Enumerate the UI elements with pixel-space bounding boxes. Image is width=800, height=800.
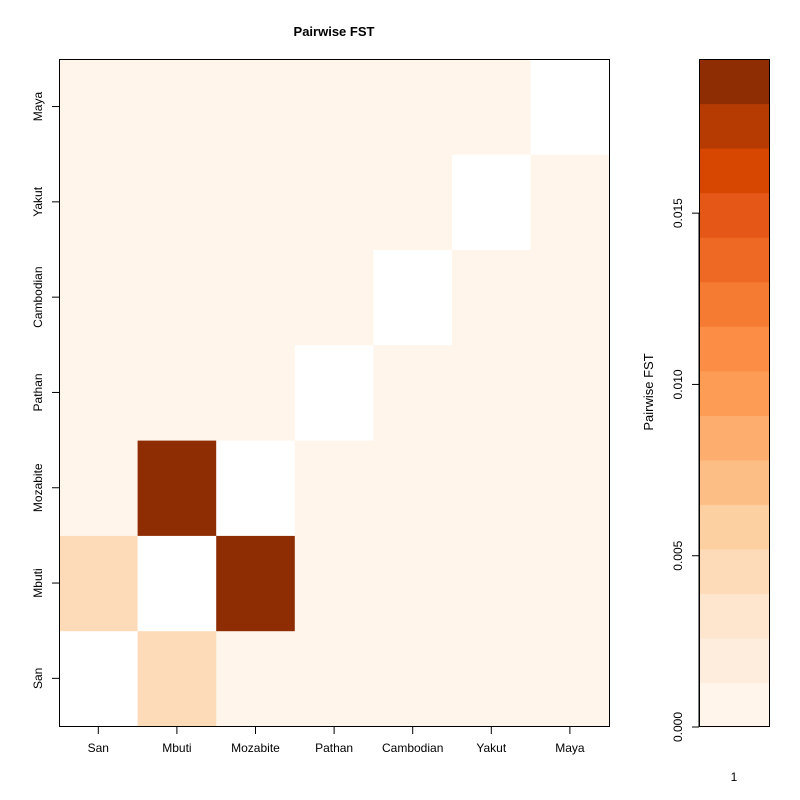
legend-bottom-label: 1 [731,770,738,784]
y-tick-label-pathan: Pathan [31,373,45,411]
legend-color-step [699,682,770,728]
heatmap-cell-maya-yakut [530,154,610,250]
heatmap-cell-maya-maya [530,58,610,155]
heatmap-cell-pathan-pathan [294,344,374,441]
legend-color-step [699,459,770,505]
legend-color-step [699,326,770,372]
legend-color-step [699,103,770,149]
heatmap-cell-maya-san [530,630,610,727]
legend-color-step [699,548,770,594]
x-tick-label-mozabite: Mozabite [231,741,280,755]
heatmap-cell-maya-cambodian [530,249,610,346]
y-tick-label-mozabite: Mozabite [31,463,45,512]
heatmap-cells [59,58,610,727]
heatmap-cell-mbuti-cambodian [137,249,217,346]
heatmap-cell-yakut-pathan [452,344,532,441]
x-tick-label-pathan: Pathan [315,741,353,755]
legend-axis: 0.000 0.005 0.010 0.015 [671,198,700,742]
heatmap-cell-pathan-cambodian [294,249,374,346]
heatmap-cell-mbuti-pathan [137,344,217,441]
heatmap-cell-pathan-san [294,630,374,727]
legend-axis-title: Pairwise FST [641,353,656,430]
legend-color-step [699,281,770,327]
legend-color-step [699,59,770,105]
legend-tick-label: 0.010 [671,369,685,399]
heatmap-cell-maya-mbuti [530,535,610,632]
heatmap-cell-san-pathan [59,344,139,441]
heatmap-cell-cambodian-yakut [373,154,453,250]
heatmap-cell-yakut-mozabite [452,440,532,536]
x-tick-label-san: San [88,741,109,755]
heatmap-cell-pathan-maya [294,58,374,155]
x-tick-label-yakut: Yakut [476,741,506,755]
heatmap-cell-yakut-cambodian [452,249,532,346]
heatmap-cell-san-mbuti [59,535,139,632]
heatmap-frame [59,59,610,727]
legend-tick-label: 0.005 [671,540,685,570]
heatmap-cell-cambodian-san [373,630,453,727]
heatmap-cell-mozabite-pathan [216,344,296,441]
legend-color-step [699,148,770,194]
heatmap-cell-mozabite-yakut [216,154,296,250]
y-tick-label-cambodian: Cambodian [31,266,45,327]
color-scale-legend [699,59,770,728]
heatmap-cell-mozabite-cambodian [216,249,296,346]
legend-color-step [699,593,770,639]
heatmap-cell-mbuti-yakut [137,154,217,250]
heatmap-cell-san-yakut [59,154,139,250]
legend-tick-label: 0.015 [671,198,685,228]
heatmap-cell-yakut-mbuti [452,535,532,632]
y-tick-label-maya: Maya [31,92,45,122]
heatmap-cell-yakut-yakut [452,154,532,250]
heatmap-cell-cambodian-cambodian [373,249,453,346]
heatmap-cell-cambodian-mbuti [373,535,453,632]
y-tick-label-san: San [31,668,45,689]
heatmap-cell-maya-mozabite [530,440,610,536]
heatmap-cell-san-maya [59,58,139,155]
heatmap-cell-yakut-san [452,630,532,727]
heatmap-cell-cambodian-maya [373,58,453,155]
legend-color-step [699,504,770,550]
legend-color-step [699,370,770,416]
legend-color-step [699,237,770,283]
heatmap-cell-mozabite-mbuti [216,535,296,632]
heatmap-cell-cambodian-mozabite [373,440,453,536]
legend-color-step [699,415,770,461]
heatmap-cell-mbuti-maya [137,58,217,155]
x-tick-label-cambodian: Cambodian [382,741,443,755]
heatmap-cell-maya-pathan [530,344,610,441]
heatmap-cell-san-san [59,630,139,727]
legend-color-step [699,192,770,238]
heatmap-cell-pathan-mbuti [294,535,374,632]
heatmap-cell-san-cambodian [59,249,139,346]
y-axis: San Mbuti Mozabite Pathan Cambodian Yakut Maya [31,92,59,689]
heatmap-cell-san-mozabite [59,440,139,536]
heatmap-cell-yakut-maya [452,58,532,155]
y-tick-label-yakut: Yakut [31,186,45,216]
legend-tick-label: 0.000 [671,712,685,742]
heatmap-cell-mozabite-mozabite [216,440,296,536]
heatmap-cell-pathan-mozabite [294,440,374,536]
heatmap-cell-mozabite-san [216,630,296,727]
legend-color-step [699,637,770,684]
heatmap-cell-mbuti-mozabite [137,440,217,536]
heatmap-cell-mozabite-maya [216,58,296,155]
heatmap-cell-mbuti-san [137,630,217,727]
heatmap-cell-pathan-yakut [294,154,374,250]
heatmap-cell-cambodian-pathan [373,344,453,441]
chart-title: Pairwise FST [294,24,375,39]
heatmap-cell-mbuti-mbuti [137,535,217,632]
x-tick-label-mbuti: Mbuti [162,741,191,755]
x-axis: San Mbuti Mozabite Pathan Cambodian Yakut Maya [88,727,585,755]
x-tick-label-maya: Maya [555,741,585,755]
y-tick-label-mbuti: Mbuti [31,568,45,597]
